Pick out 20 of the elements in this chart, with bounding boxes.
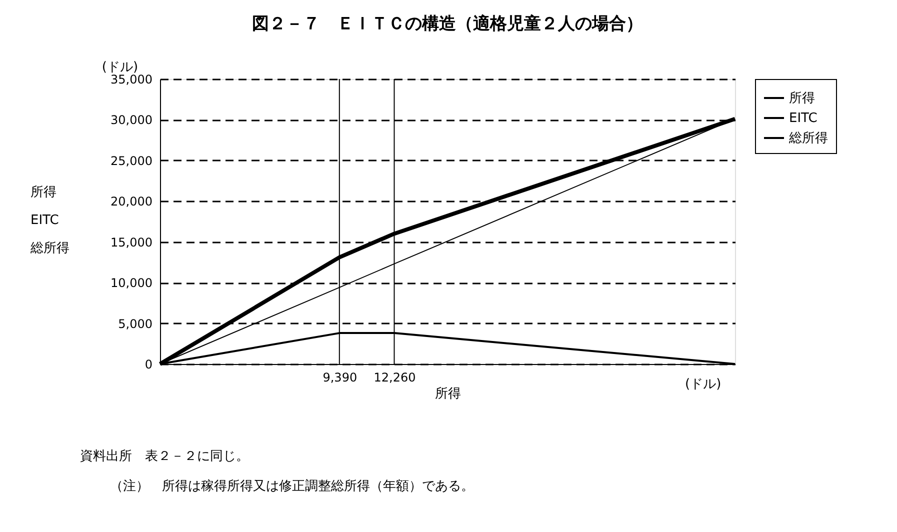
- y-tick-label: 25,000: [110, 154, 152, 168]
- y-tick-label: 10,000: [110, 276, 152, 290]
- x-axis-title: 所得: [435, 386, 461, 402]
- y-tick-label: 20,000: [110, 194, 152, 209]
- x-tick-label: 9,390: [322, 370, 358, 384]
- y-axis-title: 所得 EITC 総所得: [30, 185, 70, 256]
- x-tick-label: 12,260: [374, 370, 416, 384]
- text: (ドル): [102, 60, 138, 75]
- y-tick-label: 35,000: [110, 72, 152, 86]
- text: （注） 所得は稼得所得又は修正調整総所得（年額）である。: [110, 479, 474, 494]
- y-tick-label: 5,000: [118, 316, 152, 331]
- text: 資料出所 表２－２に同じ。: [80, 449, 249, 464]
- y-tick-label: 0: [144, 358, 152, 372]
- chart-title: 図２－７ ＥＩＴＣの構造（適格児童２人の場合）: [252, 14, 643, 34]
- y-tick-label: 15,000: [110, 235, 152, 250]
- legend-label: 所得: [789, 91, 815, 106]
- legend-label: EITC: [789, 111, 818, 126]
- text: (ドル): [685, 377, 722, 392]
- legend-label: 総所得: [788, 131, 828, 146]
- y-tick-label: 30,000: [110, 113, 152, 128]
